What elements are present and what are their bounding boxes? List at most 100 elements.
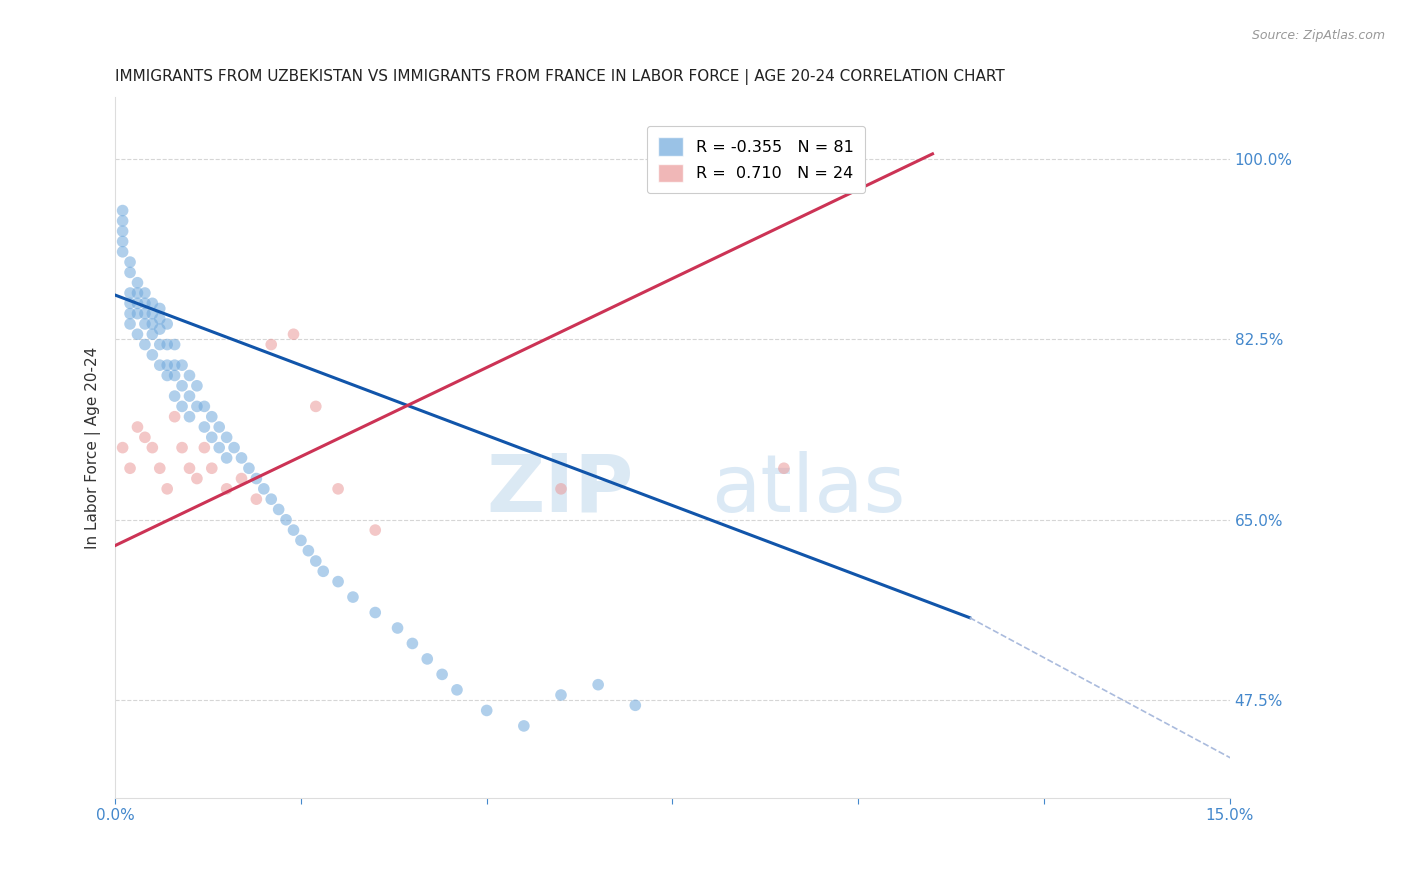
Point (111, 441, 134, 455)
Point (141, 348, 163, 362)
Point (163, 368, 186, 383)
Point (267, 502, 290, 516)
Point (111, 214, 134, 228)
Point (364, 606, 387, 620)
Point (401, 636, 423, 650)
Point (149, 461, 172, 475)
Point (127, 420, 149, 434)
Point (149, 322, 172, 336)
Point (163, 389, 186, 403)
Point (170, 441, 193, 455)
Point (364, 523, 387, 537)
Point (118, 296, 141, 310)
Point (342, 590, 364, 604)
Point (127, 296, 149, 310)
Point (118, 255, 141, 269)
Point (624, 698, 647, 713)
Point (193, 441, 215, 455)
Point (846, 152, 869, 166)
Point (111, 224, 134, 238)
Point (305, 400, 328, 414)
Point (127, 327, 149, 342)
Point (170, 358, 193, 372)
Point (201, 461, 224, 475)
Point (222, 441, 245, 455)
Text: ZIP: ZIP (486, 450, 634, 529)
Point (260, 337, 283, 351)
Point (127, 307, 149, 321)
Point (550, 688, 572, 702)
Point (163, 358, 186, 372)
Point (170, 378, 193, 392)
Point (215, 450, 238, 465)
Point (208, 441, 231, 455)
Point (513, 719, 536, 733)
Point (141, 327, 163, 342)
Point (156, 358, 179, 372)
Point (186, 400, 208, 414)
Point (231, 450, 253, 465)
Point (149, 337, 172, 351)
Point (179, 368, 201, 383)
Legend: R = -0.355   N = 81, R =  0.710   N = 24: R = -0.355 N = 81, R = 0.710 N = 24 (647, 126, 865, 194)
Point (475, 703, 498, 717)
Point (387, 621, 409, 635)
Point (149, 358, 172, 372)
Point (290, 533, 312, 548)
Point (141, 307, 163, 321)
Point (156, 482, 179, 496)
Point (134, 285, 156, 300)
Point (156, 317, 179, 331)
Point (446, 682, 468, 697)
Point (179, 389, 201, 403)
Point (297, 543, 319, 558)
Text: IMMIGRANTS FROM UZBEKISTAN VS IMMIGRANTS FROM FRANCE IN LABOR FORCE | AGE 20-24 : IMMIGRANTS FROM UZBEKISTAN VS IMMIGRANTS… (115, 69, 1005, 85)
Point (134, 296, 156, 310)
Point (111, 235, 134, 249)
Point (773, 461, 796, 475)
Point (208, 420, 231, 434)
Point (201, 430, 224, 444)
Point (127, 285, 149, 300)
Y-axis label: In Labor Force | Age 20-24: In Labor Force | Age 20-24 (86, 346, 101, 549)
Point (118, 285, 141, 300)
Point (179, 409, 201, 424)
Point (186, 378, 208, 392)
Point (163, 409, 186, 424)
Point (283, 327, 305, 342)
Point (550, 482, 572, 496)
Point (134, 317, 156, 331)
Point (134, 307, 156, 321)
Point (111, 244, 134, 259)
Point (156, 368, 179, 383)
Point (170, 400, 193, 414)
Point (238, 461, 260, 475)
Point (134, 430, 156, 444)
Point (326, 482, 349, 496)
Point (260, 492, 283, 507)
Point (149, 311, 172, 326)
Point (149, 301, 172, 316)
Point (245, 471, 267, 485)
Point (141, 317, 163, 331)
Point (156, 337, 179, 351)
Text: atlas: atlas (711, 450, 905, 529)
Point (416, 652, 439, 666)
Point (118, 307, 141, 321)
Point (215, 430, 238, 444)
Point (326, 574, 349, 589)
Point (193, 420, 215, 434)
Point (118, 265, 141, 279)
Point (118, 461, 141, 475)
Point (245, 492, 267, 507)
Point (127, 276, 149, 290)
Text: Source: ZipAtlas.com: Source: ZipAtlas.com (1251, 29, 1385, 42)
Point (118, 317, 141, 331)
Point (305, 554, 328, 568)
Point (186, 471, 208, 485)
Point (312, 564, 335, 578)
Point (179, 461, 201, 475)
Point (283, 523, 305, 537)
Point (163, 337, 186, 351)
Point (111, 203, 134, 218)
